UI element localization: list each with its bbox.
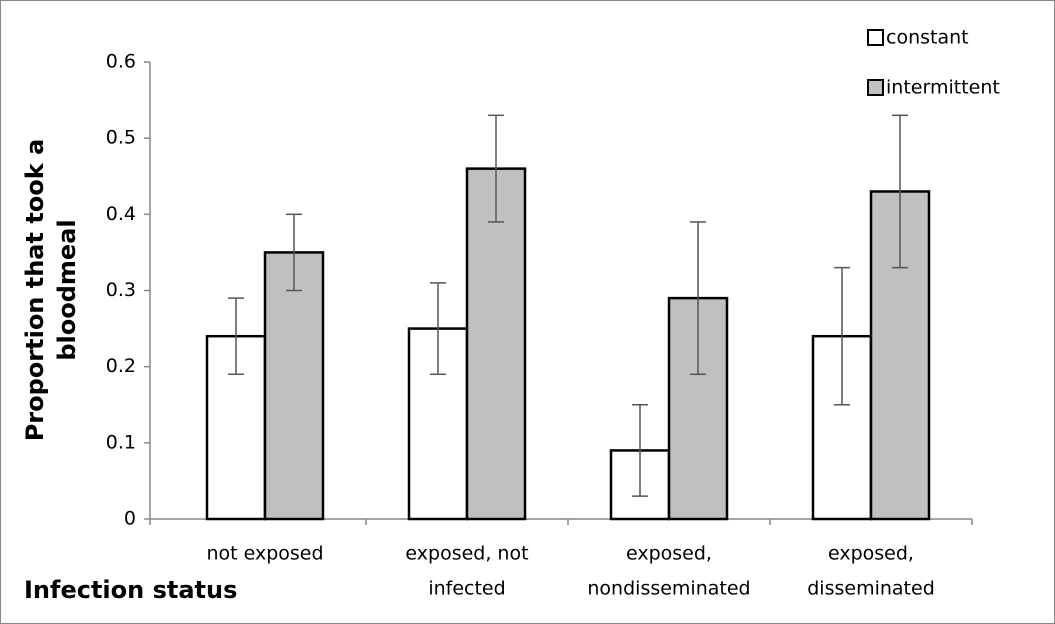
y-tick-label: 0.3 [106, 279, 136, 301]
x-tick-label: infected [428, 578, 505, 600]
y-tick-label: 0.2 [106, 355, 136, 377]
x-axis-title: Infection status [24, 576, 237, 604]
error-bar [690, 221, 706, 376]
legend-swatch [867, 29, 884, 46]
bar [465, 167, 527, 521]
legend-label: intermittent [886, 77, 1000, 99]
error-bar [430, 282, 446, 376]
legend-swatch [867, 79, 884, 96]
bar [263, 251, 325, 521]
error-bar [488, 114, 504, 223]
error-bar [892, 114, 908, 269]
x-tick-label: disseminated [807, 578, 935, 600]
y-axis-title: bloodmeal [53, 219, 81, 360]
y-tick-label: 0.4 [106, 203, 136, 225]
x-tick-label: exposed, [828, 543, 914, 565]
y-tick-label: 0.5 [106, 127, 136, 149]
x-tick-label: not exposed [206, 543, 323, 565]
error-bar [834, 266, 850, 406]
error-bar [286, 213, 302, 292]
y-axis-title: Proportion that took a [21, 139, 49, 442]
legend-label: constant [886, 27, 969, 49]
x-tick-label: nondisseminated [587, 578, 750, 600]
x-tick-label: exposed, not [405, 543, 528, 565]
error-bar [632, 404, 648, 497]
y-tick-label: 0.6 [106, 51, 136, 73]
y-tick-label: 0.1 [106, 431, 136, 453]
error-bar [228, 297, 244, 376]
x-tick-label: exposed, [626, 543, 712, 565]
y-tick-label: 0 [124, 508, 136, 530]
